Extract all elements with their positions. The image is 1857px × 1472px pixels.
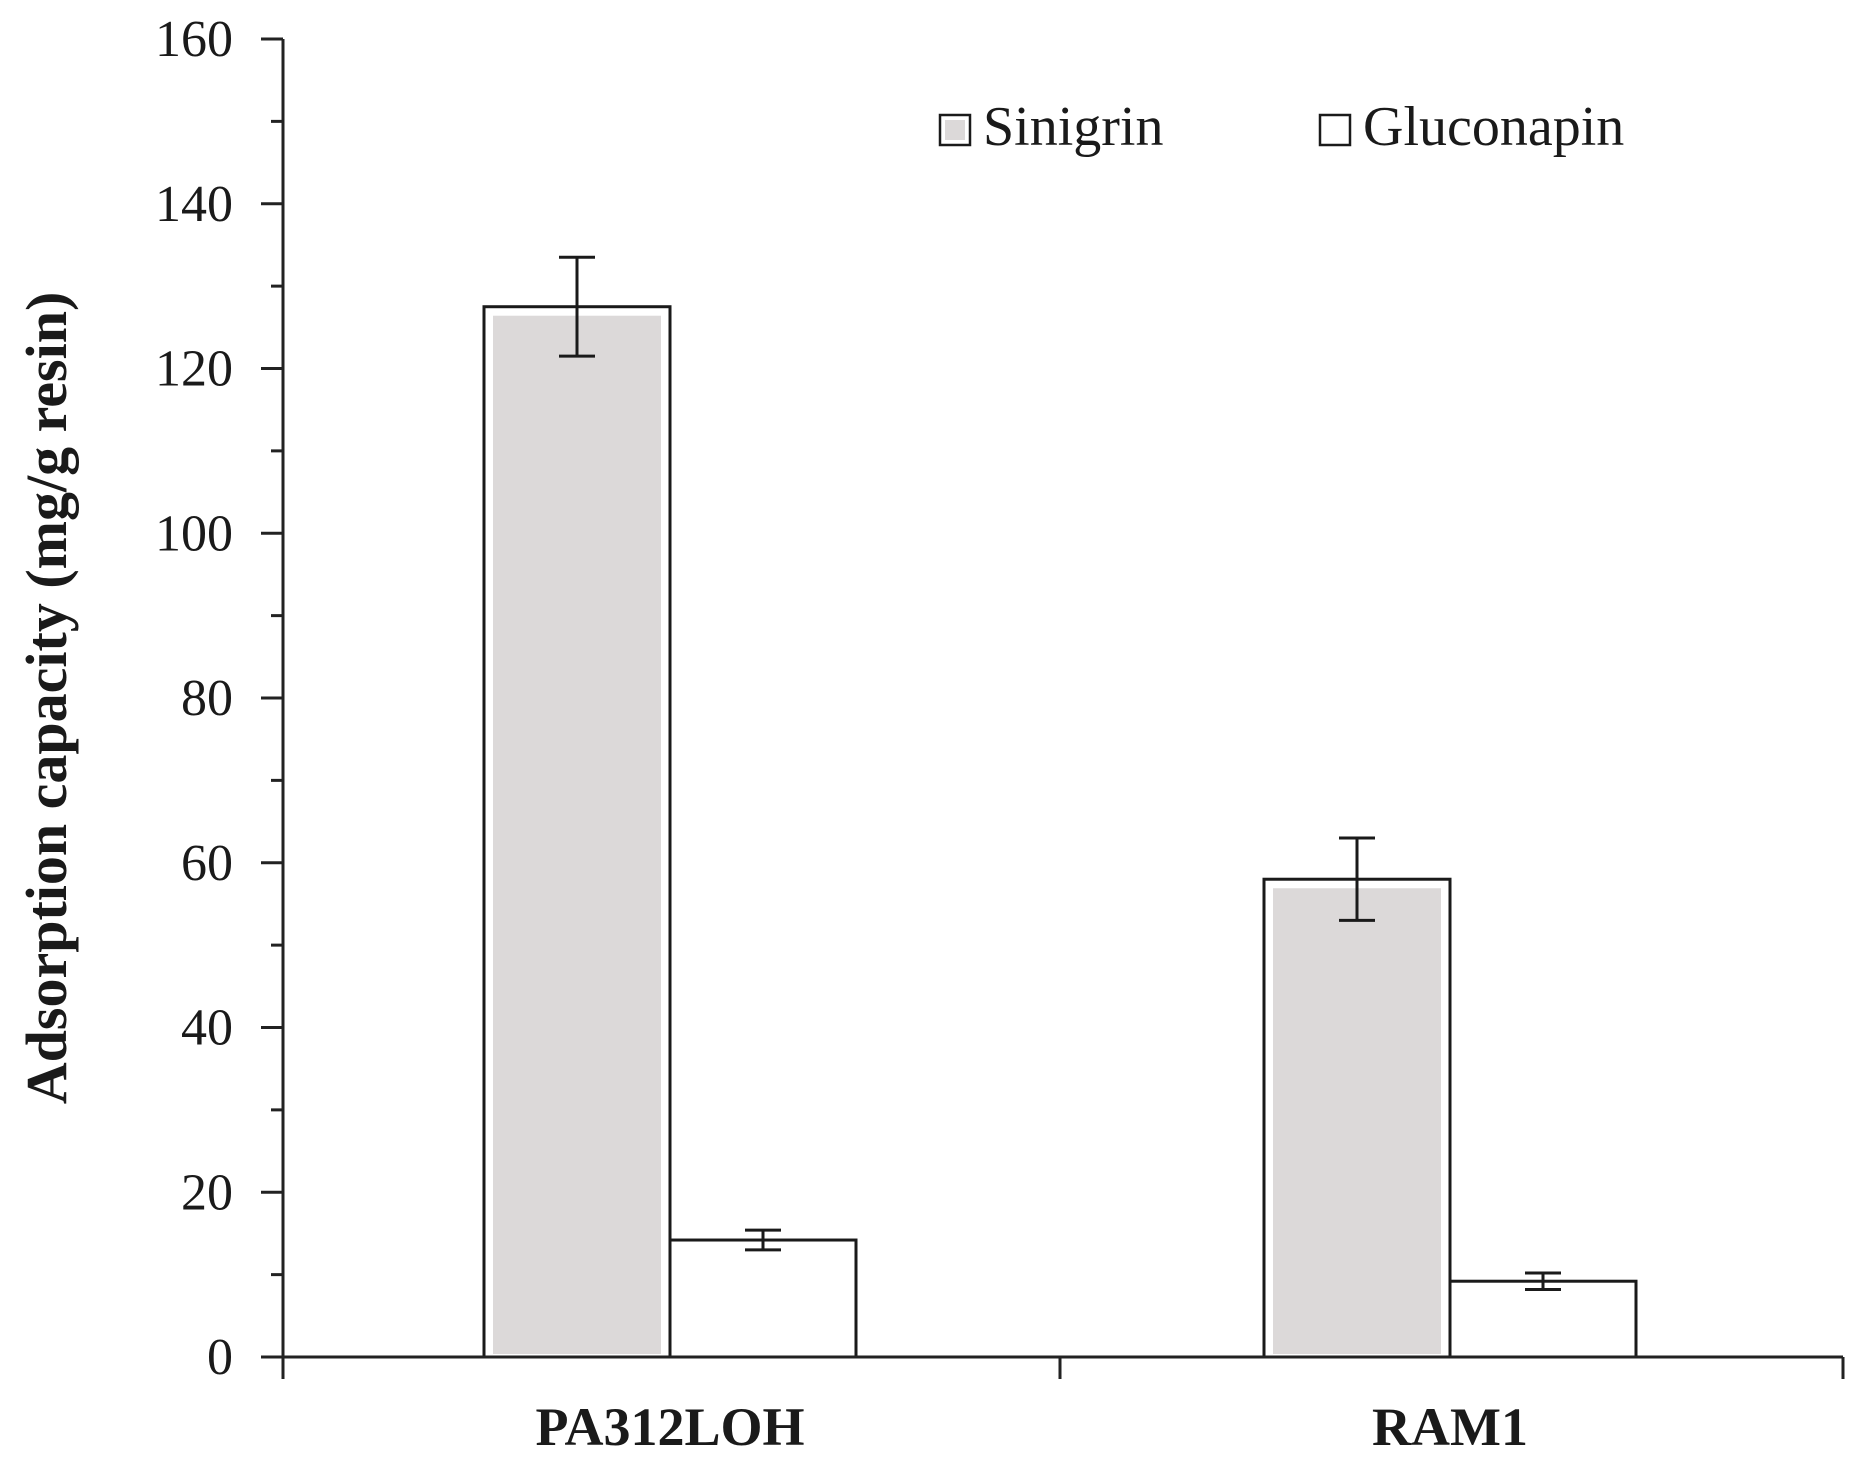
y-tick-label: 140: [155, 176, 233, 233]
y-axis-title: Adsorption capacity (mg/g resin): [14, 292, 79, 1105]
legend-swatch-fill: [945, 120, 965, 140]
y-tick-label: 120: [155, 341, 233, 398]
bar-gluconapin-ram1: [1448, 1279, 1638, 1359]
y-tick-label: 60: [181, 835, 233, 892]
y-tick-label: 0: [207, 1329, 233, 1386]
axes: [281, 39, 1843, 1359]
error-bars: [559, 255, 1561, 1291]
y-tick-label: 20: [181, 1164, 233, 1221]
bar-fill-sinigrin-pa312loh: [493, 315, 661, 1354]
bar-series: [482, 305, 1638, 1359]
x-category-label: PA312LOH: [536, 1397, 805, 1457]
bar-gluconapin-pa312loh: [668, 1238, 858, 1359]
y-tick-label: 40: [181, 1000, 233, 1057]
y-tick-label: 80: [181, 670, 233, 727]
x-axis-category-labels: PA312LOH RAM1: [536, 1397, 1528, 1457]
y-tick-label: 100: [155, 505, 233, 562]
x-axis-ticks: [281, 1357, 1845, 1379]
legend-swatch-gluconapin: [1318, 113, 1352, 147]
x-category-label: RAM1: [1372, 1397, 1528, 1457]
legend: Sinigrin Gluconapin: [938, 96, 1624, 158]
bar-fill-sinigrin-ram1: [1273, 888, 1441, 1354]
legend-label-sinigrin: Sinigrin: [983, 96, 1163, 158]
y-tick-label: 160: [155, 11, 233, 68]
y-axis-ticks: 0 20 40 60 80 100 120 140 160: [155, 11, 283, 1386]
legend-label-gluconapin: Gluconapin: [1363, 96, 1624, 158]
